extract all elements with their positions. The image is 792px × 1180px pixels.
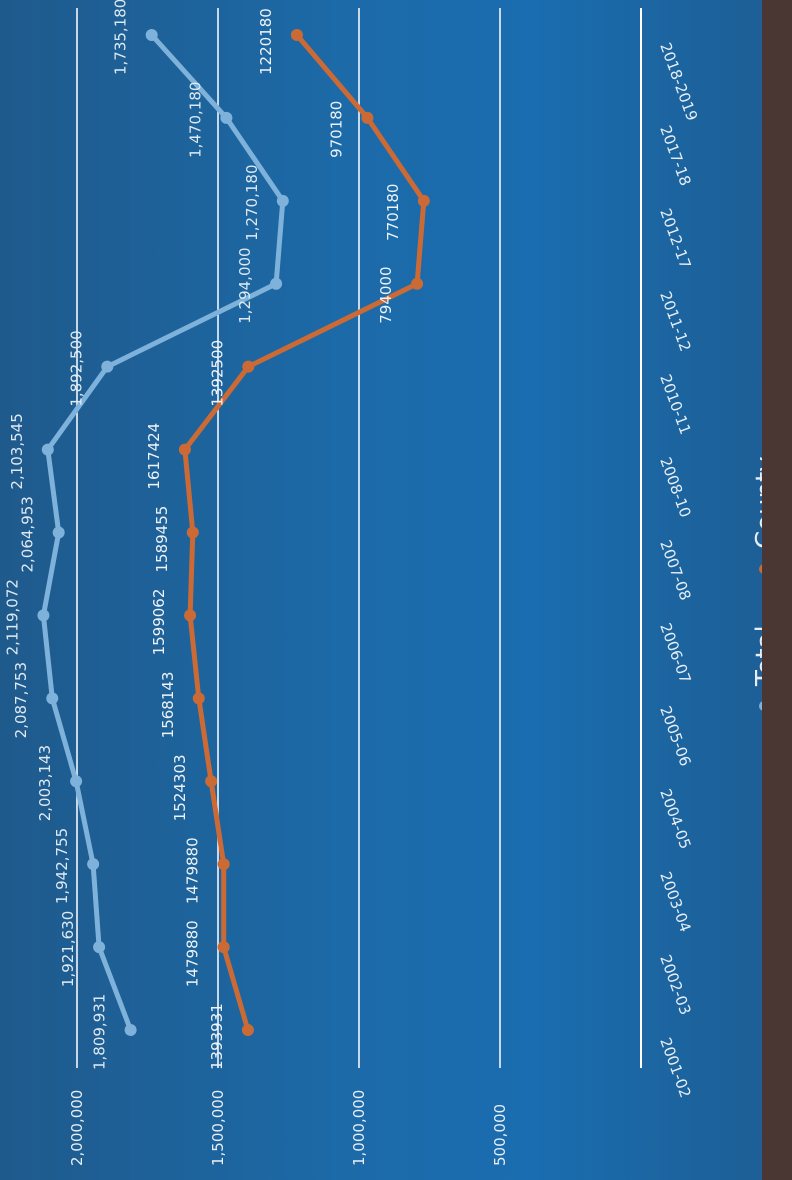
category-label: 2008-10	[656, 455, 694, 520]
category-axis-labels: 2001-02 2002-03 2003-04 2004-05 2005-06 2006-…	[656, 40, 701, 1100]
county-data-label: 1393931	[208, 1003, 226, 1070]
projected-screen	[0, 0, 762, 1180]
category-label: 2006-07	[656, 621, 694, 686]
total-data-label: 1,470,180	[186, 82, 204, 158]
total-data-point	[270, 277, 283, 290]
county-data-label: 1568143	[159, 672, 177, 739]
total-data-point	[87, 858, 100, 871]
total-data-point	[276, 194, 289, 207]
total-data-point	[145, 29, 158, 41]
category-label: 2018-2019	[656, 40, 701, 123]
total-data-label: 2,064,953	[19, 496, 37, 572]
total-data-point	[52, 526, 65, 539]
category-label: 2001-02	[656, 1035, 694, 1100]
total-data-label: 2,103,545	[8, 413, 26, 489]
total-data-point	[37, 609, 50, 622]
value-tick-label: 1,000,000	[350, 1090, 368, 1166]
data-labels: 1,809,931 1,921,630 1,942,755 2,003,143 2,08…	[3, 0, 401, 1070]
county-data-point	[217, 858, 230, 871]
total-data-point	[93, 941, 106, 954]
total-data-label: 1,809,931	[91, 994, 109, 1070]
county-data-point	[411, 277, 424, 290]
total-data-label: 1,270,180	[243, 164, 261, 240]
county-data-label: 970180	[327, 101, 345, 158]
county-data-point	[241, 1024, 254, 1036]
county-data-label: 1392500	[208, 340, 226, 407]
line-chart: 2,000,000 1,500,000 1,000,000 500,000 2001-…	[3, 0, 762, 1166]
gridlines	[76, 8, 642, 1068]
category-label: 2010-11	[656, 372, 694, 437]
total-data-point	[41, 443, 54, 456]
county-legend-label: County	[751, 456, 762, 549]
county-data-point	[417, 194, 430, 207]
county-data-point	[217, 941, 230, 954]
county-data-label: 1589455	[153, 506, 171, 573]
total-data-label: 1,735,180	[112, 0, 130, 75]
total-data-point	[46, 692, 59, 705]
screen-edge	[762, 0, 792, 1180]
total-data-label: 2,003,143	[36, 745, 54, 821]
county-data-label: 770180	[384, 184, 402, 241]
county-data-label: 1479880	[184, 920, 202, 987]
county-data-point	[186, 526, 199, 539]
county-data-label: 1479880	[184, 837, 202, 904]
county-data-point	[192, 692, 205, 705]
category-label: 2004-05	[656, 786, 694, 851]
county-data-label: 1599062	[150, 589, 168, 656]
category-label: 2005-06	[656, 704, 694, 769]
county-data-label: 1617424	[145, 423, 163, 490]
county-data-point	[242, 360, 255, 373]
category-label: 2007-08	[656, 538, 694, 603]
county-data-point	[290, 29, 303, 41]
category-label: 2017-18	[656, 123, 694, 188]
series-lines	[37, 29, 430, 1036]
value-tick-label: 1,500,000	[209, 1090, 227, 1166]
total-data-label: 1,942,755	[53, 828, 71, 904]
county-data-point	[184, 609, 197, 622]
total-data-label: 1,921,630	[59, 911, 77, 987]
county-legend-marker	[759, 564, 762, 574]
value-axis-ticks: 2,000,000 1,500,000 1,000,000 500,000	[68, 1090, 509, 1166]
category-label: 2003-04	[656, 869, 694, 934]
legend: Total County	[751, 456, 762, 711]
total-legend-marker	[759, 701, 762, 711]
county-data-point	[361, 111, 374, 124]
total-data-label: 1,892,500	[67, 330, 85, 406]
total-data-point	[70, 775, 83, 788]
county-data-label: 794000	[377, 266, 395, 323]
category-label: 2011-12	[656, 289, 694, 354]
value-tick-label: 2,000,000	[68, 1090, 86, 1166]
total-data-label: 2,087,753	[12, 662, 30, 738]
county-data-point	[178, 443, 191, 456]
county-data-label: 1524303	[171, 754, 189, 821]
total-data-label: 2,119,072	[3, 579, 21, 655]
total-data-point	[124, 1024, 137, 1036]
value-tick-label: 500,000	[491, 1104, 509, 1166]
category-label: 2012-17	[656, 206, 694, 271]
total-data-point	[101, 360, 114, 373]
county-data-label: 1220180	[257, 8, 275, 75]
total-legend-label: Total	[751, 625, 762, 687]
county-data-point	[205, 775, 218, 788]
category-label: 2002-03	[656, 952, 694, 1017]
total-data-label: 1,294,000	[236, 247, 254, 323]
total-data-point	[220, 111, 233, 124]
